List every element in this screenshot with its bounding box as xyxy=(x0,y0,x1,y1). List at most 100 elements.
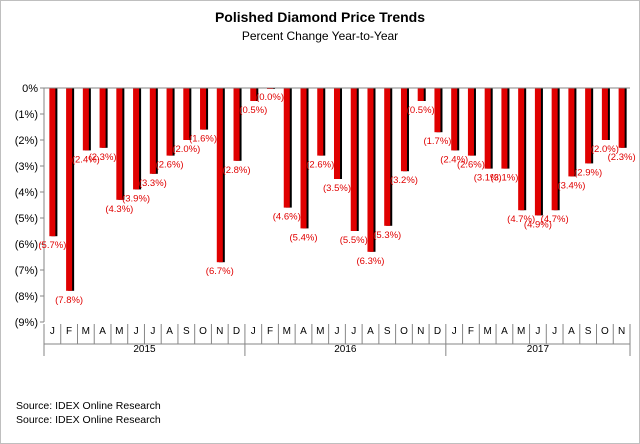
x-tick-label: A xyxy=(568,326,575,337)
bar xyxy=(400,88,407,172)
data-label: (5.4%) xyxy=(290,232,318,243)
chart-subtitle: Percent Change Year-to-Year xyxy=(241,29,399,43)
data-label: (5.3%) xyxy=(373,230,401,241)
bar xyxy=(417,88,424,101)
bar xyxy=(99,88,106,148)
bar xyxy=(333,88,341,179)
source-note: Source: IDEX Online Research xyxy=(16,414,161,426)
bar xyxy=(49,88,56,237)
bar xyxy=(518,88,525,211)
x-tick-label: A xyxy=(300,326,307,337)
bar xyxy=(568,88,575,177)
data-label: (3.1%) xyxy=(474,173,502,184)
data-label: (1.6%) xyxy=(189,134,217,145)
data-label: (2.8%) xyxy=(223,165,251,176)
data-label: (1.7%) xyxy=(423,136,451,147)
data-label: (2.4%) xyxy=(72,154,100,165)
data-label: (2.3%) xyxy=(89,152,117,163)
data-label: (4.7%) xyxy=(541,214,569,225)
bar xyxy=(166,88,173,156)
x-tick-label: S xyxy=(183,326,190,337)
bar xyxy=(66,88,73,291)
bar xyxy=(618,88,625,148)
data-label: (5.7%) xyxy=(38,240,66,251)
x-tick-label: F xyxy=(66,326,72,337)
bar xyxy=(233,88,240,161)
y-tick-label: (1%) xyxy=(15,109,38,121)
chart-title: Polished Diamond Price Trends xyxy=(214,9,426,25)
x-tick-label: M xyxy=(484,326,492,337)
data-label: (6.7%) xyxy=(206,266,234,277)
x-tick-label: O xyxy=(199,326,207,337)
bar xyxy=(317,88,324,156)
x-tick-label: J xyxy=(535,326,540,337)
bar xyxy=(434,88,441,133)
x-tick-label: A xyxy=(367,326,374,337)
bar xyxy=(484,88,491,169)
bar xyxy=(283,88,290,208)
bar xyxy=(585,88,592,164)
data-label: (4.9%) xyxy=(524,219,552,230)
x-tick-label: M xyxy=(283,326,291,337)
x-tick-label: J xyxy=(251,326,256,337)
data-label: (3.5%) xyxy=(323,183,351,194)
x-tick-label: J xyxy=(50,326,55,337)
data-label: (3.9%) xyxy=(122,193,150,204)
bar xyxy=(384,88,391,226)
data-label: (0.5%) xyxy=(239,105,267,116)
x-tick-label: J xyxy=(351,326,356,337)
x-tick-label: D xyxy=(233,326,240,337)
data-label: (0.0%) xyxy=(256,92,284,103)
x-tick-label: O xyxy=(400,326,408,337)
bar xyxy=(149,88,156,174)
data-label: (2.0%) xyxy=(591,144,619,155)
x-tick-label: A xyxy=(166,326,173,337)
data-label: (2.9%) xyxy=(574,167,602,178)
data-label: (0.5%) xyxy=(407,105,435,116)
data-label: (3.3%) xyxy=(139,178,167,189)
bar xyxy=(216,88,223,263)
y-tick-label: (7%) xyxy=(15,265,38,277)
x-tick-label: A xyxy=(99,326,106,337)
data-label: (7.8%) xyxy=(55,295,83,306)
x-tick-label: S xyxy=(585,326,592,337)
y-tick-label: (6%) xyxy=(15,239,38,251)
x-group-label: 2017 xyxy=(527,344,550,355)
source-note: Source: IDEX Online Research xyxy=(16,400,161,412)
y-tick-label: 0% xyxy=(22,83,38,95)
x-tick-label: M xyxy=(82,326,90,337)
bar xyxy=(501,88,508,169)
bar xyxy=(451,88,458,151)
y-tick-label: (8%) xyxy=(15,291,38,303)
bar xyxy=(133,88,140,190)
x-tick-label: F xyxy=(267,326,273,337)
x-group-label: 2016 xyxy=(334,344,357,355)
x-tick-label: J xyxy=(452,326,457,337)
y-tick-label: (9%) xyxy=(15,317,38,329)
bar xyxy=(551,88,558,211)
y-tick-label: (5%) xyxy=(15,213,38,225)
data-label: (2.6%) xyxy=(457,160,485,171)
data-label: (4.7%) xyxy=(507,214,535,225)
x-tick-label: O xyxy=(601,326,609,337)
bar xyxy=(467,88,474,156)
data-label: (2.6%) xyxy=(306,160,334,171)
x-tick-label: M xyxy=(115,326,123,337)
bar xyxy=(116,88,123,200)
data-label: (4.3%) xyxy=(105,204,133,215)
data-label: (5.5%) xyxy=(340,235,368,246)
bar xyxy=(601,88,608,140)
x-tick-label: J xyxy=(150,326,155,337)
bar xyxy=(300,88,307,229)
x-tick-label: J xyxy=(552,326,557,337)
x-group-label: 2015 xyxy=(133,344,156,355)
x-tick-label: J xyxy=(335,326,340,337)
x-tick-label: N xyxy=(417,326,424,337)
data-label: (4.6%) xyxy=(273,212,301,223)
data-label: (3.2%) xyxy=(390,175,418,186)
x-tick-label: J xyxy=(134,326,139,337)
bar xyxy=(534,88,541,216)
x-tick-label: M xyxy=(316,326,324,337)
